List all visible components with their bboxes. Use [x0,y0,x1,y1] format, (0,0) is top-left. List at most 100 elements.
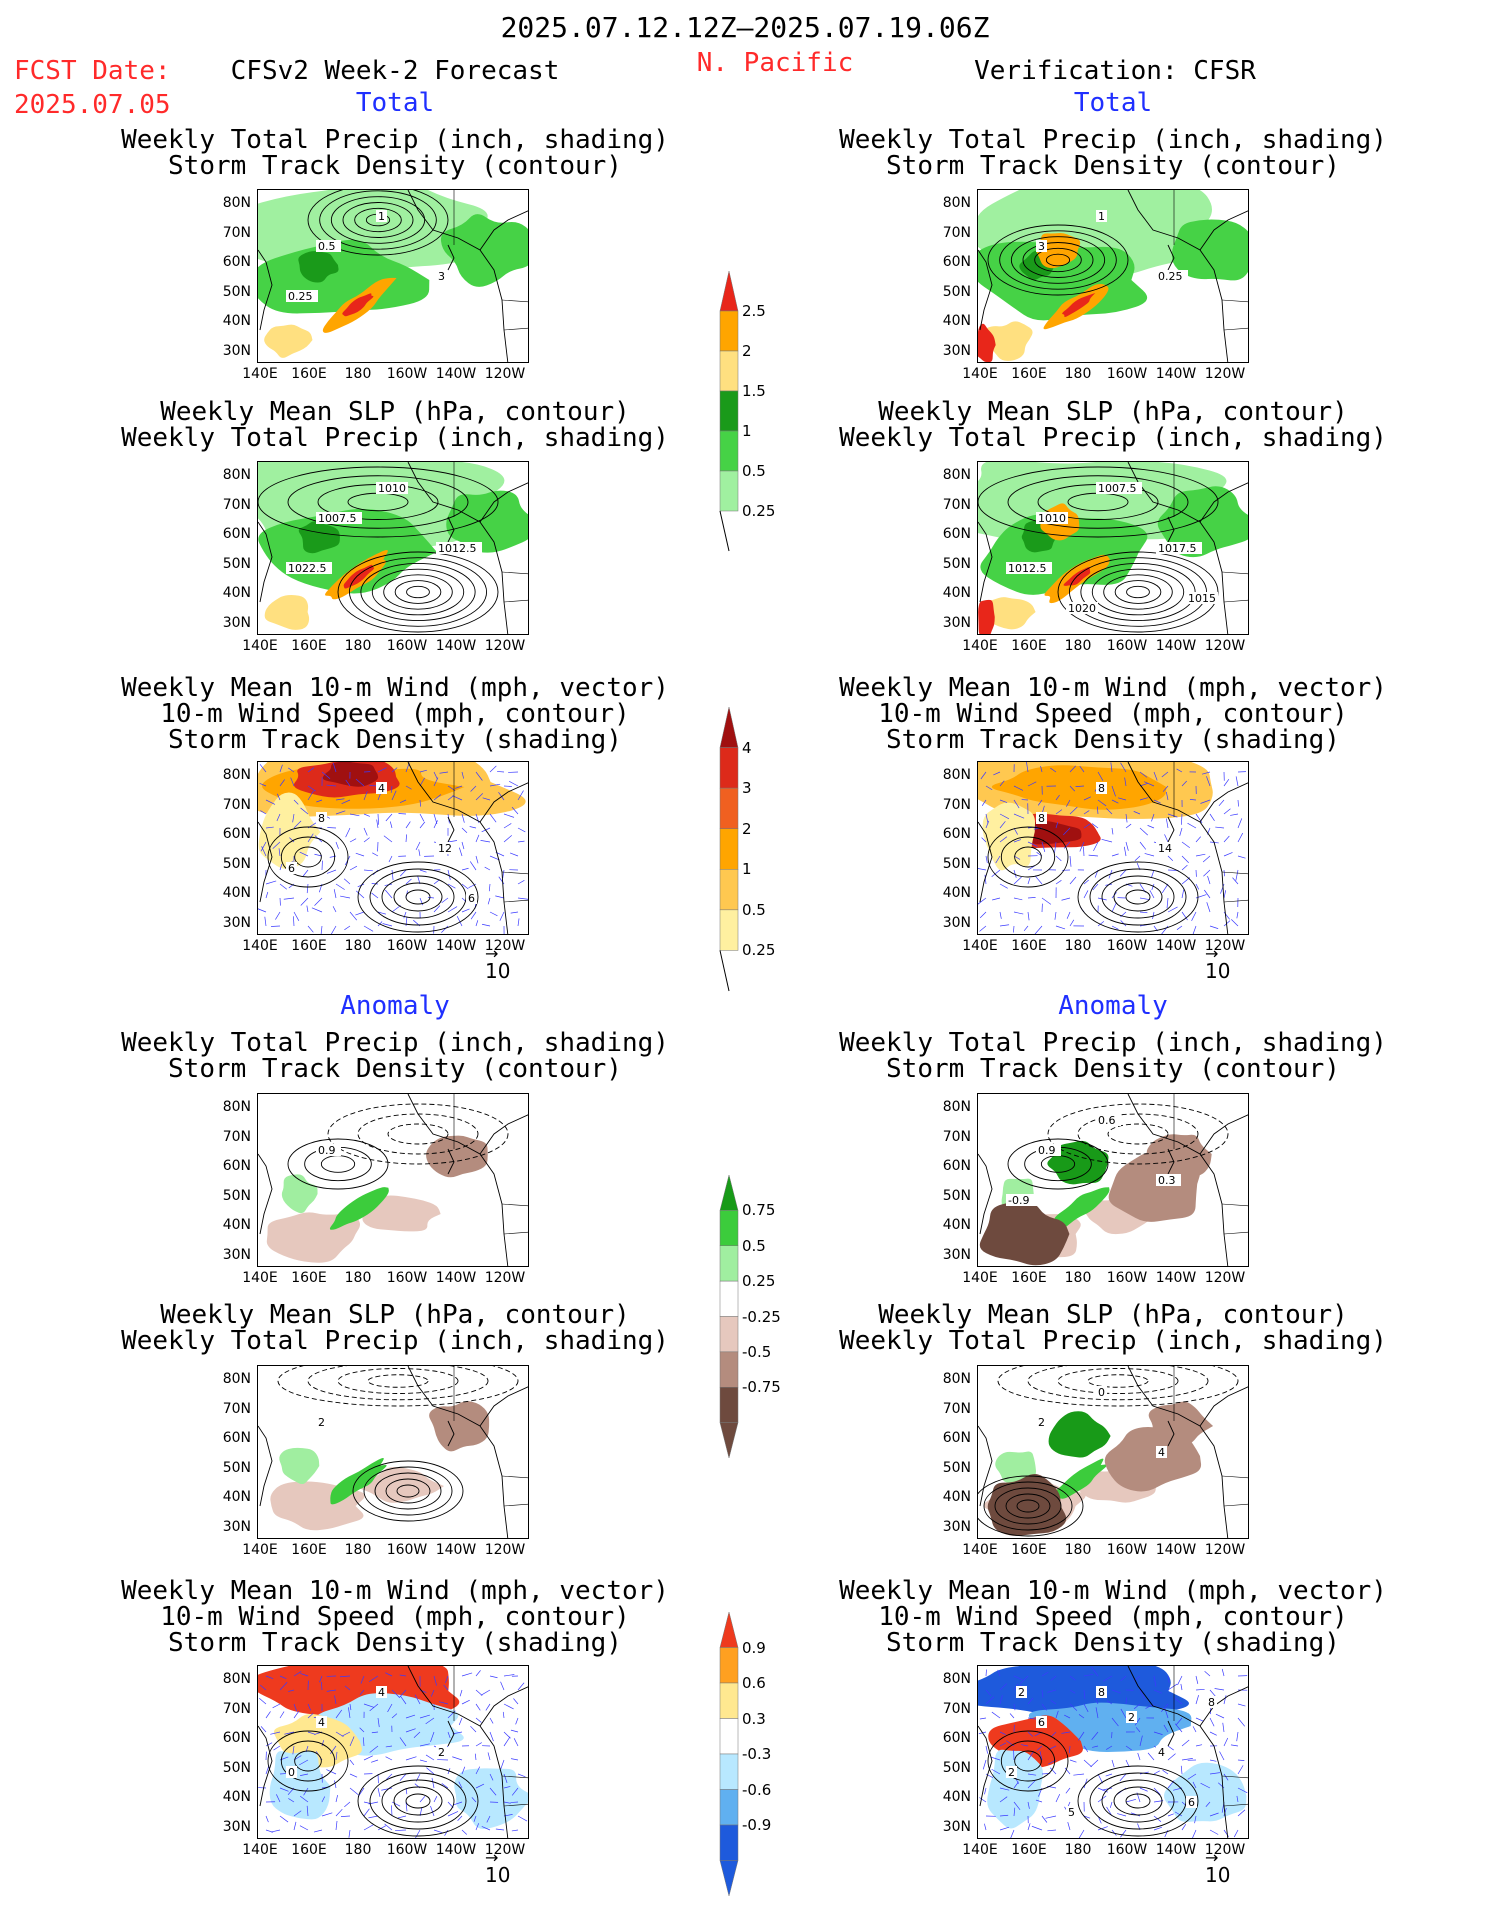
wind-vector [489,1731,494,1742]
wind-vector [1167,813,1178,818]
section-total-left: Total [355,88,435,118]
lon-tick-label: 140W [435,366,477,382]
wind-vector [300,807,309,815]
wind-speed-contour [1101,1779,1175,1823]
wind-vector [400,1695,407,1705]
wind-vector [382,923,393,927]
wind-vector [1195,883,1200,890]
colorbar-swatch [719,1682,739,1719]
wind-vector [391,767,398,773]
contour-label-bg [1066,1806,1077,1818]
wind-vector [1041,1703,1047,1711]
lon-tick-label: 160E [1011,1270,1047,1286]
contour-label: 1007.5 [1098,482,1137,495]
coastline [978,190,1248,362]
wind-vector [320,1681,323,1691]
wind-vector [313,1829,323,1833]
lat-tick-label: 70N [942,496,971,513]
borders [1173,1366,1248,1507]
wind-vector [1083,1745,1089,1753]
panel-title-line: Weekly Total Precip (inch, shading) [839,423,1387,453]
wind-vector [289,837,295,843]
slp-anom-contour [307,1366,489,1401]
wind-vector [344,925,351,931]
wind-vector [990,1756,1001,1761]
lon-tick-label: 180 [344,638,372,654]
wind-vector [517,879,525,885]
wind-vector [288,1798,295,1803]
wind-vector [992,897,1001,901]
wind-vector [475,1717,482,1723]
storm-contour [999,230,1117,290]
precip-anom-shading [429,1401,490,1452]
slp-contour [337,551,499,633]
wind-vector [985,813,989,824]
wind-vector [405,1801,408,1812]
wind-speed-contour [294,846,322,868]
forecast-total-wind-storm: 8 4 12 6 6 [257,761,529,935]
wind-vector [302,869,309,877]
wind-speed-contour [357,861,479,933]
wind-vector [452,1756,463,1761]
wind-vector [1027,1697,1034,1705]
wind-vector [470,785,477,792]
wind-vector [1041,841,1046,852]
wind-vector [503,1736,511,1747]
wind-speed-contour [280,1740,336,1782]
wind-vector [1083,810,1090,815]
wind-vector [1054,911,1057,920]
wind-vector [1152,911,1155,920]
lon-tick-label: 160E [1011,366,1047,382]
lat-tick-label: 30N [942,1818,971,1835]
precip-anom-shading [1048,1411,1111,1458]
wind-vector [385,1756,393,1761]
lon-tick-label: 160E [291,1542,327,1558]
wind-vector [343,878,351,885]
lon-tick-label: 140E [962,638,998,654]
lat-tick-label: 70N [222,796,251,813]
contour-label-bg [1006,1766,1017,1778]
wind-vector [1223,778,1230,787]
lat-tick-label: 50N [942,1187,971,1204]
wind-vector [1079,765,1085,773]
wind-vector [1034,925,1043,934]
lat-tick-label: 60N [942,1730,971,1746]
wind-vector [355,911,365,916]
wind-vector [1069,1759,1077,1763]
wind-vector [999,821,1006,829]
wind-vector [335,1808,343,1817]
wind-vector [419,769,427,773]
lon-tick-label: 180 [344,1542,372,1558]
wind-vector [509,852,519,857]
wind-vector [1111,827,1114,835]
slp-anom-contour [1016,1499,1040,1513]
wind-vector [419,1714,430,1719]
wind-vector [335,1820,338,1831]
colorbar-label: 0.5 [742,462,766,480]
wind-vector [385,813,393,822]
contour-label-bg [436,842,454,854]
wind-vector [1069,855,1072,867]
wind-vector [1013,869,1017,878]
contour-label: 3 [438,270,445,283]
slp-contour [383,574,453,610]
wind-vector [979,1797,987,1803]
wind-vector [363,1824,374,1831]
wind-vector [1206,902,1211,913]
colorbar-label: -0.5 [742,1342,772,1361]
panel-title-line: Weekly Mean 10-m Wind (mph, vector) [839,1576,1387,1606]
wind-vector [349,1773,358,1778]
wind-vector [1013,839,1022,843]
wind-vector [1111,902,1117,913]
wind-vector [1179,827,1183,836]
wind-vector [1090,1759,1099,1768]
wind-vector [999,1826,1010,1831]
lon-tick-label: 180 [344,938,372,954]
wind-vector [510,1801,519,1803]
contour-label-bg [1156,1446,1167,1458]
lat-tick-label: 70N [222,1400,251,1417]
lon-tick-label: 160E [1011,638,1047,654]
wind-vector [1055,821,1059,829]
wind-vector [517,1682,525,1691]
lat-tick-label: 80N [222,195,251,211]
